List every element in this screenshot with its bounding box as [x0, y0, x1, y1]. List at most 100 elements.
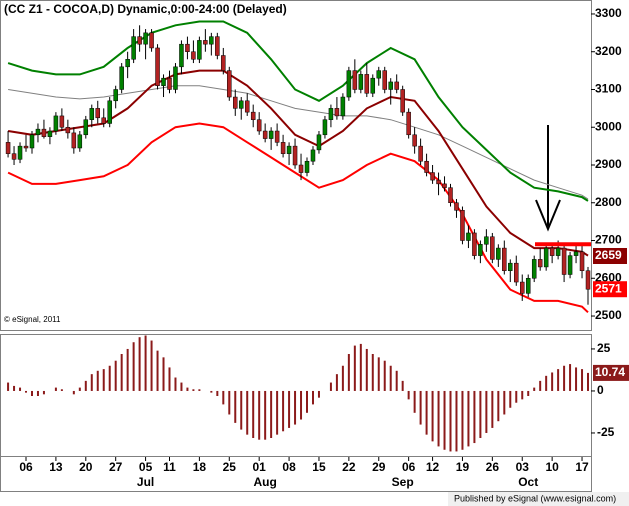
- candle-body: [280, 142, 286, 154]
- footer-bg: [448, 492, 629, 506]
- candle-body: [525, 278, 531, 294]
- candle-body: [490, 236, 495, 260]
- candle-body: [573, 251, 579, 256]
- candle-body: [227, 70, 232, 98]
- candle-body: [322, 119, 328, 136]
- candle-body: [370, 77, 376, 94]
- candle-body: [508, 262, 513, 271]
- candle-body: [418, 145, 423, 162]
- candle-body: [47, 130, 53, 137]
- candle-body: [376, 70, 382, 79]
- candle-body: [328, 108, 334, 120]
- candle-body: [424, 160, 429, 173]
- x-tick-label: 19: [456, 460, 470, 474]
- candle-body: [352, 70, 358, 90]
- y-tick-label: 2800: [595, 195, 622, 209]
- candle-body: [316, 134, 322, 151]
- y-tick-label: 3100: [595, 82, 622, 96]
- x-tick-label: 06: [402, 460, 416, 474]
- candle-body: [298, 164, 304, 173]
- month-label: Oct: [518, 475, 538, 489]
- month-label: Sep: [392, 475, 414, 489]
- candle-body: [292, 145, 298, 166]
- y-tick-label: 0: [597, 383, 604, 397]
- y-tick-label: 3300: [595, 6, 622, 20]
- candle-body: [83, 119, 89, 136]
- candle-body: [436, 179, 441, 185]
- candle-body: [340, 96, 346, 117]
- x-tick-label: 13: [49, 460, 63, 474]
- candle-body: [448, 187, 453, 204]
- candle-body: [221, 55, 226, 71]
- candle-body: [400, 89, 405, 113]
- candle-body: [29, 134, 35, 149]
- candle-body: [53, 115, 59, 132]
- candle-body: [17, 145, 23, 160]
- candle-body: [191, 51, 196, 60]
- x-tick-label: 10: [545, 460, 559, 474]
- candle-body: [561, 247, 567, 275]
- candle-body: [23, 145, 29, 149]
- candle-body: [209, 36, 214, 45]
- date-axis: [0, 456, 592, 492]
- candle-body: [286, 145, 292, 154]
- x-tick-label: 29: [372, 460, 386, 474]
- candle-body: [233, 96, 238, 109]
- candle-body: [543, 247, 549, 268]
- candle-body: [179, 43, 184, 68]
- candle-body: [95, 108, 101, 119]
- candle-body: [442, 183, 447, 188]
- x-tick-label: 27: [109, 460, 123, 474]
- candle-body: [394, 81, 399, 90]
- candle-body: [358, 74, 364, 90]
- x-tick-label: 15: [312, 460, 326, 474]
- y-tick-label: 3200: [595, 44, 622, 58]
- candle-body: [107, 100, 112, 124]
- copyright: © eSignal, 2011: [4, 315, 61, 324]
- arrow-head: [535, 199, 561, 232]
- y-tick-label: 25: [597, 341, 611, 355]
- candle-body: [244, 100, 250, 113]
- candle-body: [430, 172, 435, 181]
- last-value-box: [593, 281, 627, 298]
- y-tick-label: 2700: [595, 233, 622, 247]
- candle-body: [5, 142, 11, 154]
- chart-title: (CC Z1 - COCOA,D) Dynamic,0:00-24:00 (De…: [4, 2, 287, 16]
- x-tick-label: 25: [223, 460, 237, 474]
- candle-body: [89, 108, 95, 120]
- candle-body: [406, 111, 411, 136]
- x-tick-label: 01: [252, 460, 266, 474]
- x-tick-label: 06: [19, 460, 33, 474]
- candle-body: [137, 36, 142, 45]
- candle-body: [203, 40, 208, 45]
- candle-body: [382, 70, 387, 90]
- x-tick-label: 22: [342, 460, 356, 474]
- x-tick-label: 05: [139, 460, 153, 474]
- candle-body: [519, 281, 525, 294]
- candle-body: [250, 111, 256, 120]
- candle-body: [59, 115, 65, 128]
- candle-body: [496, 247, 501, 260]
- candle-body: [549, 247, 555, 256]
- price-panel: [0, 0, 592, 331]
- band-line: [7, 20, 589, 202]
- candle-body: [113, 89, 118, 102]
- candle-body: [514, 262, 519, 283]
- candle-body: [537, 259, 543, 268]
- candle-body: [304, 160, 310, 173]
- candle-body: [364, 74, 370, 94]
- candle-body: [454, 202, 459, 211]
- candle-body: [585, 270, 591, 290]
- candle-body: [125, 59, 130, 68]
- candle-body: [238, 100, 244, 109]
- candle-body: [472, 232, 477, 256]
- candle-body: [388, 81, 393, 90]
- candle-body: [161, 77, 166, 86]
- last-value-label: 2571: [595, 281, 622, 295]
- publisher: Published by eSignal (www.esignal.com): [454, 493, 616, 503]
- x-tick-label: 18: [193, 460, 207, 474]
- candle-body: [155, 47, 160, 86]
- candle-body: [143, 32, 148, 45]
- last-value-box: [593, 247, 627, 264]
- candle-body: [35, 128, 41, 136]
